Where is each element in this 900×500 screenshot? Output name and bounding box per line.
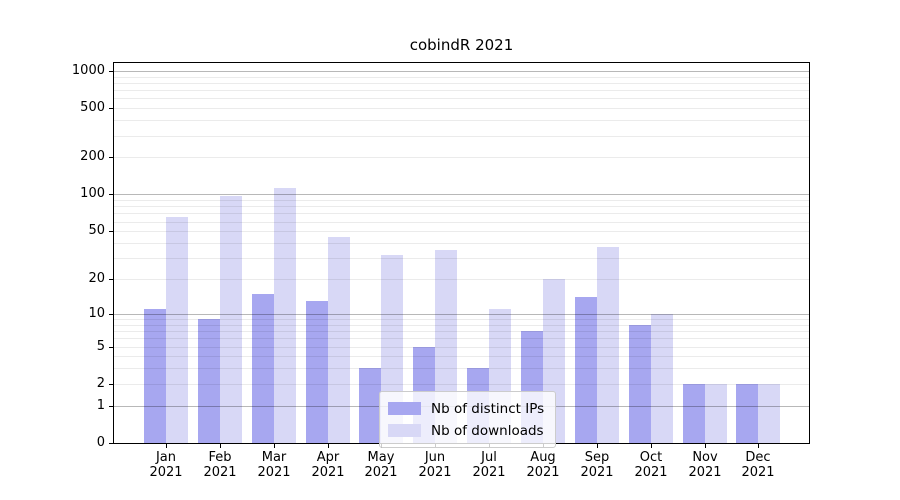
legend-label-downloads: Nb of downloads — [431, 422, 544, 439]
plot-area — [113, 62, 810, 444]
x-tick-label: Jul 2021 — [472, 450, 506, 480]
gridline-major — [114, 71, 809, 72]
x-tick — [328, 444, 329, 448]
bar-downloads — [328, 237, 350, 443]
bar-downloads — [597, 247, 619, 443]
y-tick-label: 1 — [96, 398, 105, 413]
x-tick-label: Jan 2021 — [149, 450, 183, 480]
gridline-minor — [114, 108, 809, 109]
bar-distinct-ips — [144, 309, 166, 443]
x-tick-label: Aug 2021 — [526, 450, 560, 480]
y-tick-label: 10 — [88, 306, 105, 321]
y-tick-label: 20 — [88, 271, 105, 286]
bar-distinct-ips — [198, 319, 220, 443]
legend: Nb of distinct IPs Nb of downloads — [379, 391, 557, 448]
x-tick-label: Dec 2021 — [741, 450, 775, 480]
gridline-minor — [114, 83, 809, 84]
y-tick — [109, 406, 113, 407]
x-tick — [274, 444, 275, 448]
y-tick-label: 200 — [80, 149, 105, 164]
gridline-minor — [114, 325, 809, 326]
x-tick-label: Nov 2021 — [688, 450, 722, 480]
bar-downloads — [758, 384, 780, 443]
x-tick-label: Mar 2021 — [257, 450, 291, 480]
x-tick-label: Jun 2021 — [418, 450, 452, 480]
y-tick — [109, 71, 113, 72]
gridline-minor — [114, 98, 809, 99]
gridline-major — [114, 314, 809, 315]
y-tick-label: 1000 — [71, 63, 105, 78]
x-tick — [597, 444, 598, 448]
gridline-minor — [114, 206, 809, 207]
bar-distinct-ips — [736, 384, 758, 443]
y-tick — [109, 157, 113, 158]
gridline-minor — [114, 279, 809, 280]
bar-distinct-ips — [359, 368, 381, 443]
y-tick — [109, 231, 113, 232]
gridline-minor — [114, 319, 809, 320]
x-tick-label: May 2021 — [364, 450, 398, 480]
bar-downloads — [274, 188, 296, 443]
y-tick — [109, 194, 113, 195]
y-tick — [109, 443, 113, 444]
legend-item-distinct-ips: Nb of distinct IPs — [388, 399, 544, 418]
gridline-minor — [114, 90, 809, 91]
x-tick-label: Sep 2021 — [580, 450, 614, 480]
x-tick — [166, 444, 167, 448]
bar-distinct-ips — [575, 297, 597, 443]
gridline-minor — [114, 222, 809, 223]
gridline-minor — [114, 231, 809, 232]
y-tick-label: 5 — [96, 339, 105, 354]
bar-distinct-ips — [629, 325, 651, 443]
x-tick-label: Apr 2021 — [311, 450, 345, 480]
legend-swatch-distinct-ips — [388, 402, 421, 415]
y-tick-label: 0 — [96, 435, 105, 450]
gridline-minor — [114, 384, 809, 385]
gridline-minor — [114, 356, 809, 357]
x-tick-label: Feb 2021 — [203, 450, 237, 480]
y-tick-label: 50 — [88, 223, 105, 238]
bar-downloads — [166, 217, 188, 443]
y-tick — [109, 108, 113, 109]
bar-distinct-ips — [252, 294, 274, 443]
y-tick — [109, 279, 113, 280]
bar-downloads — [651, 314, 673, 443]
y-tick-label: 100 — [80, 186, 105, 201]
gridline-minor — [114, 120, 809, 121]
bar-downloads — [220, 196, 242, 443]
gridline-minor — [114, 258, 809, 259]
bar-downloads — [705, 384, 727, 443]
x-tick — [758, 444, 759, 448]
legend-label-distinct-ips: Nb of distinct IPs — [431, 400, 545, 417]
gridline-major — [114, 194, 809, 195]
x-tick-label: Oct 2021 — [634, 450, 668, 480]
gridline-minor — [114, 77, 809, 78]
gridline-minor — [114, 200, 809, 201]
gridline-minor — [114, 213, 809, 214]
bar-distinct-ips — [306, 301, 328, 443]
y-tick — [109, 347, 113, 348]
gridline-minor — [114, 347, 809, 348]
gridline-minor — [114, 136, 809, 137]
x-tick — [705, 444, 706, 448]
gridline-minor — [114, 368, 809, 369]
gridline-minor — [114, 157, 809, 158]
plot-inner — [114, 63, 809, 443]
bar-distinct-ips — [683, 384, 705, 443]
legend-item-downloads: Nb of downloads — [388, 421, 544, 440]
x-tick — [651, 444, 652, 448]
chart-title: cobindR 2021 — [409, 36, 514, 54]
gridline-minor — [114, 338, 809, 339]
legend-swatch-downloads — [388, 424, 421, 437]
y-tick-label: 2 — [96, 376, 105, 391]
x-tick — [220, 444, 221, 448]
y-tick-label: 500 — [80, 100, 105, 115]
gridline-minor — [114, 243, 809, 244]
y-tick — [109, 384, 113, 385]
y-tick — [109, 314, 113, 315]
gridline-minor — [114, 331, 809, 332]
